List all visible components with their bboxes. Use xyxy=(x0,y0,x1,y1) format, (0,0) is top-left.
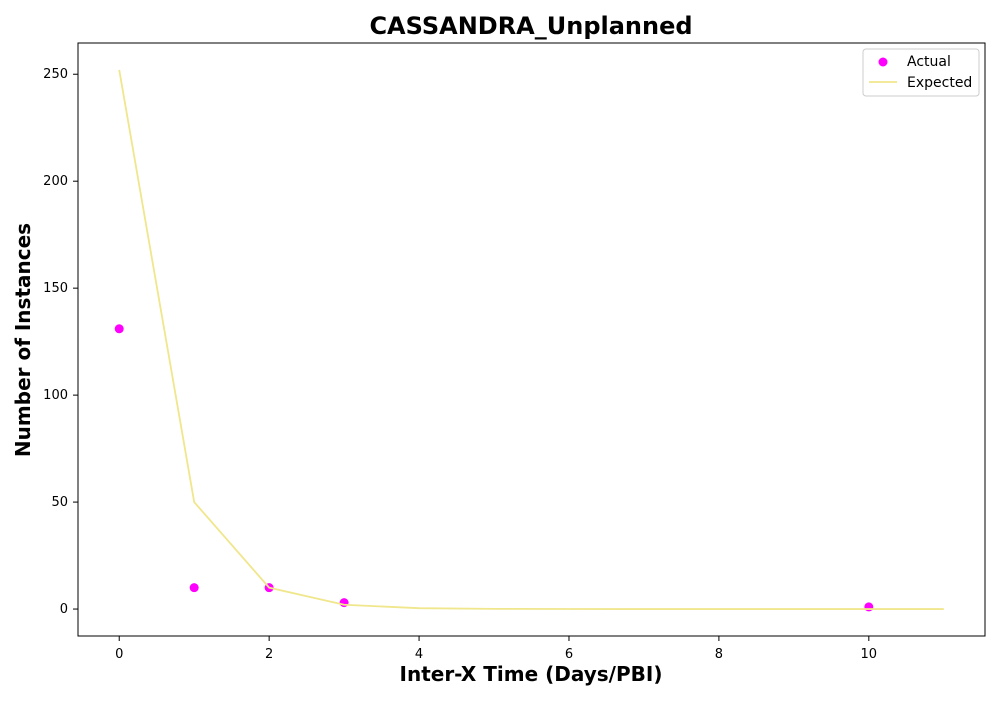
series-layer xyxy=(114,69,944,612)
x-tick-label: 0 xyxy=(115,647,123,662)
y-tick-label: 100 xyxy=(43,388,68,403)
y-tick-label: 50 xyxy=(51,495,68,510)
series-expected-line xyxy=(118,69,944,610)
x-axis: 0 2 4 6 8 10 xyxy=(115,636,877,662)
legend: Actual Expected xyxy=(862,48,980,97)
x-tick-label: 10 xyxy=(861,647,878,662)
legend-expected-label: Expected xyxy=(907,75,972,91)
x-tick-label: 2 xyxy=(265,647,273,662)
x-axis-label: Inter-X Time (Days/PBI) xyxy=(400,662,663,686)
y-axis: 0 50 100 150 200 250 xyxy=(43,67,78,617)
legend-box xyxy=(862,48,980,97)
plot-area xyxy=(77,42,986,637)
chart-title: CASSANDRA_Unplanned xyxy=(369,12,692,40)
legend-actual-label: Actual xyxy=(907,54,951,70)
x-tick-label: 6 xyxy=(565,647,573,662)
plot-frame xyxy=(77,42,986,637)
y-tick-label: 150 xyxy=(43,281,68,296)
legend-actual-marker xyxy=(878,57,888,67)
y-axis-label: Number of Instances xyxy=(11,223,35,457)
y-tick-label: 200 xyxy=(43,174,68,189)
series-actual-point xyxy=(864,602,874,612)
y-tick-label: 250 xyxy=(43,67,68,82)
x-tick-label: 8 xyxy=(715,647,723,662)
series-actual-point xyxy=(189,583,199,593)
y-tick-label: 0 xyxy=(60,602,68,617)
series-actual-point xyxy=(114,324,124,334)
x-tick-label: 4 xyxy=(415,647,423,662)
